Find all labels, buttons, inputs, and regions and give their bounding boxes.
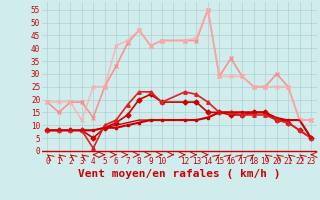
X-axis label: Vent moyen/en rafales ( km/h ): Vent moyen/en rafales ( km/h ) xyxy=(78,169,280,179)
